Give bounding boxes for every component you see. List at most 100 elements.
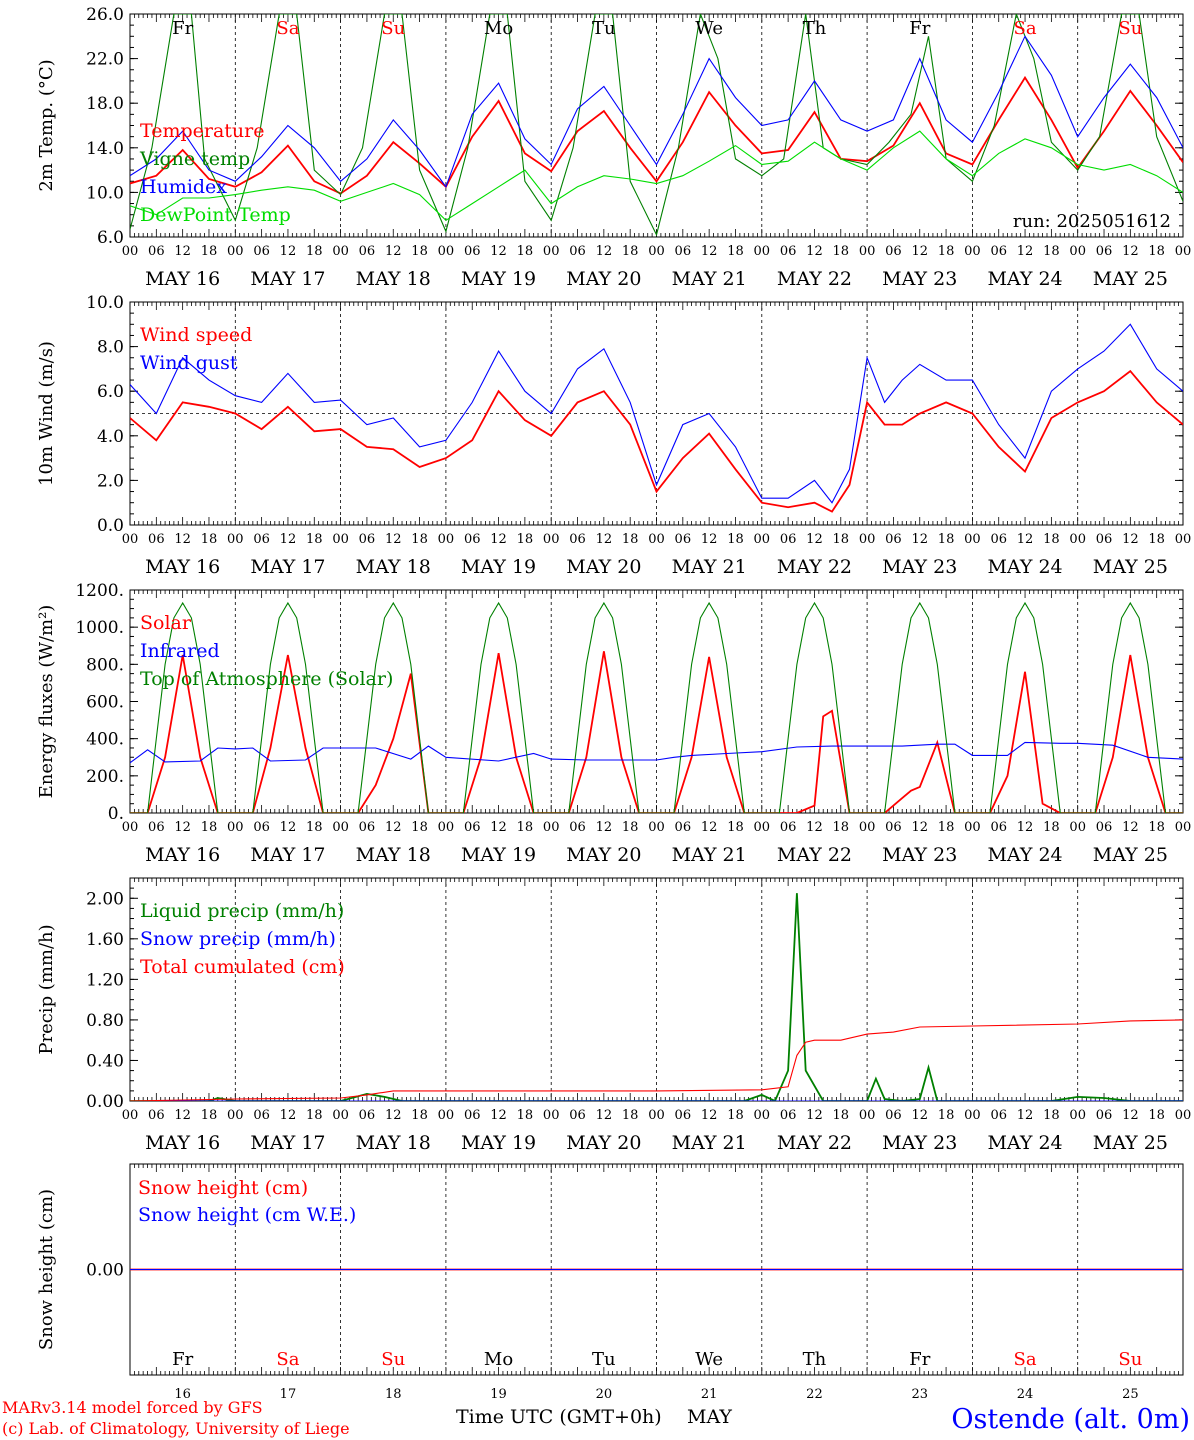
date-label: MAY 23 bbox=[882, 556, 957, 578]
hour-label: 06 bbox=[359, 820, 376, 835]
hour-label: 06 bbox=[885, 532, 902, 547]
date-label: MAY 21 bbox=[672, 1132, 747, 1154]
hour-label: 18 bbox=[306, 1108, 323, 1123]
date-label: MAY 16 bbox=[145, 844, 220, 866]
date-label: MAY 23 bbox=[882, 844, 957, 866]
hour-label: 00 bbox=[543, 820, 560, 835]
day-of-week-label: Fr bbox=[172, 18, 193, 39]
hour-label: 06 bbox=[885, 1108, 902, 1123]
panel-1: 6.0 10.0 14.0 18.0 22.0 26.0 2m Temp. (°C) Temp… bbox=[36, 5, 1191, 290]
hour-label: 12 bbox=[280, 244, 297, 259]
date-label: MAY 20 bbox=[566, 1132, 641, 1154]
day-number-label: 17 bbox=[280, 1387, 297, 1402]
hour-label: 06 bbox=[675, 1108, 692, 1123]
hour-label: 00 bbox=[754, 244, 771, 259]
hour-label: 12 bbox=[806, 244, 823, 259]
date-label: MAY 21 bbox=[672, 556, 747, 578]
date-label: MAY 16 bbox=[145, 268, 220, 290]
date-label: MAY 24 bbox=[987, 268, 1062, 290]
day-of-week-label: Th bbox=[803, 18, 827, 39]
hour-label: 18 bbox=[1148, 244, 1165, 259]
y-tick-label: 10.0 bbox=[86, 293, 124, 313]
hour-label: 18 bbox=[201, 1108, 218, 1123]
hour-label: 00 bbox=[859, 532, 876, 547]
y-axis-label: Snow height (cm) bbox=[36, 1189, 57, 1350]
date-label: MAY 23 bbox=[882, 268, 957, 290]
hour-label: 00 bbox=[1175, 244, 1192, 259]
hour-label: 12 bbox=[1017, 1108, 1034, 1123]
hour-label: 12 bbox=[174, 820, 191, 835]
hour-label: 12 bbox=[596, 532, 613, 547]
hour-label: 06 bbox=[569, 1108, 586, 1123]
hour-label: 06 bbox=[148, 244, 165, 259]
hour-label: 00 bbox=[332, 1108, 349, 1123]
hour-label: 06 bbox=[148, 1108, 165, 1123]
date-label: MAY 22 bbox=[777, 844, 852, 866]
y-tick-label: 4.0 bbox=[97, 427, 124, 447]
day-number-label: 16 bbox=[174, 1387, 191, 1402]
legend-entry: Total cumulated (cm) bbox=[140, 956, 345, 978]
day-of-week-label: Tu bbox=[592, 18, 616, 39]
hour-label: 18 bbox=[833, 532, 850, 547]
day-of-week-label: Sa bbox=[276, 1349, 299, 1370]
day-of-week-label: Mo bbox=[484, 18, 513, 39]
y-tick-label: 0.80 bbox=[86, 1011, 124, 1031]
plot-frame bbox=[129, 589, 1184, 814]
legend-entry: Temperature bbox=[140, 120, 264, 142]
date-label: MAY 21 bbox=[672, 844, 747, 866]
day-of-week-label: Sa bbox=[1014, 18, 1037, 39]
y-tick-label: 6.0 bbox=[97, 382, 124, 402]
hour-label: 18 bbox=[938, 244, 955, 259]
date-label: MAY 21 bbox=[672, 268, 747, 290]
hour-label: 18 bbox=[938, 532, 955, 547]
hour-label: 12 bbox=[1122, 244, 1139, 259]
hour-label: 12 bbox=[385, 532, 402, 547]
hour-label: 06 bbox=[253, 244, 270, 259]
hour-label: 12 bbox=[174, 532, 191, 547]
legend-entry: DewPoint Temp bbox=[140, 204, 291, 226]
run-annotation: run: 2025051612 bbox=[1013, 211, 1171, 232]
hour-label: 18 bbox=[938, 820, 955, 835]
day-of-week-label: Fr bbox=[172, 1349, 193, 1370]
hour-label: 00 bbox=[1175, 1108, 1192, 1123]
hour-label: 12 bbox=[701, 1108, 718, 1123]
hour-label: 06 bbox=[464, 532, 481, 547]
y-tick-label: 26.0 bbox=[86, 5, 124, 25]
day-number-label: 20 bbox=[596, 1387, 613, 1402]
hour-label: 06 bbox=[569, 532, 586, 547]
hour-label: 06 bbox=[1096, 244, 1113, 259]
hour-label: 18 bbox=[1148, 1108, 1165, 1123]
date-label: MAY 18 bbox=[356, 1132, 431, 1154]
hour-label: 06 bbox=[464, 244, 481, 259]
date-label: MAY 18 bbox=[356, 556, 431, 578]
series-line-wind-gust bbox=[130, 323, 1183, 504]
hour-label: 18 bbox=[622, 820, 639, 835]
y-tick-label: 10.0 bbox=[86, 183, 124, 203]
legend-entry: Snow precip (mm/h) bbox=[140, 928, 336, 950]
legend-entry: Infrared bbox=[140, 640, 220, 662]
date-label: MAY 16 bbox=[145, 1132, 220, 1154]
hour-label: 18 bbox=[517, 244, 534, 259]
hour-label: 06 bbox=[253, 532, 270, 547]
hour-label: 06 bbox=[885, 244, 902, 259]
hour-label: 18 bbox=[306, 820, 323, 835]
hour-label: 06 bbox=[148, 820, 165, 835]
hour-label: 06 bbox=[1096, 1108, 1113, 1123]
series-line-infrared bbox=[130, 741, 1183, 764]
panel-3: 0. 200. 400. 600. 800. 1000. 1200. Energy fluxe… bbox=[36, 581, 1191, 866]
hour-label: 06 bbox=[990, 820, 1007, 835]
hour-label: 00 bbox=[438, 1108, 455, 1123]
date-label: MAY 24 bbox=[987, 1132, 1062, 1154]
hour-label: 12 bbox=[911, 244, 928, 259]
legend-entry: Snow height (cm) bbox=[138, 1177, 308, 1199]
series-line-top-of-atmosphere-solar bbox=[130, 601, 1183, 813]
hour-label: 18 bbox=[1043, 532, 1060, 547]
hour-label: 12 bbox=[280, 1108, 297, 1123]
hour-label: 12 bbox=[1122, 1108, 1139, 1123]
hour-label: 06 bbox=[1096, 820, 1113, 835]
hour-label: 00 bbox=[964, 244, 981, 259]
date-label: MAY 22 bbox=[777, 268, 852, 290]
day-of-week-label: Tu bbox=[592, 1349, 616, 1370]
date-label: MAY 19 bbox=[461, 1132, 536, 1154]
